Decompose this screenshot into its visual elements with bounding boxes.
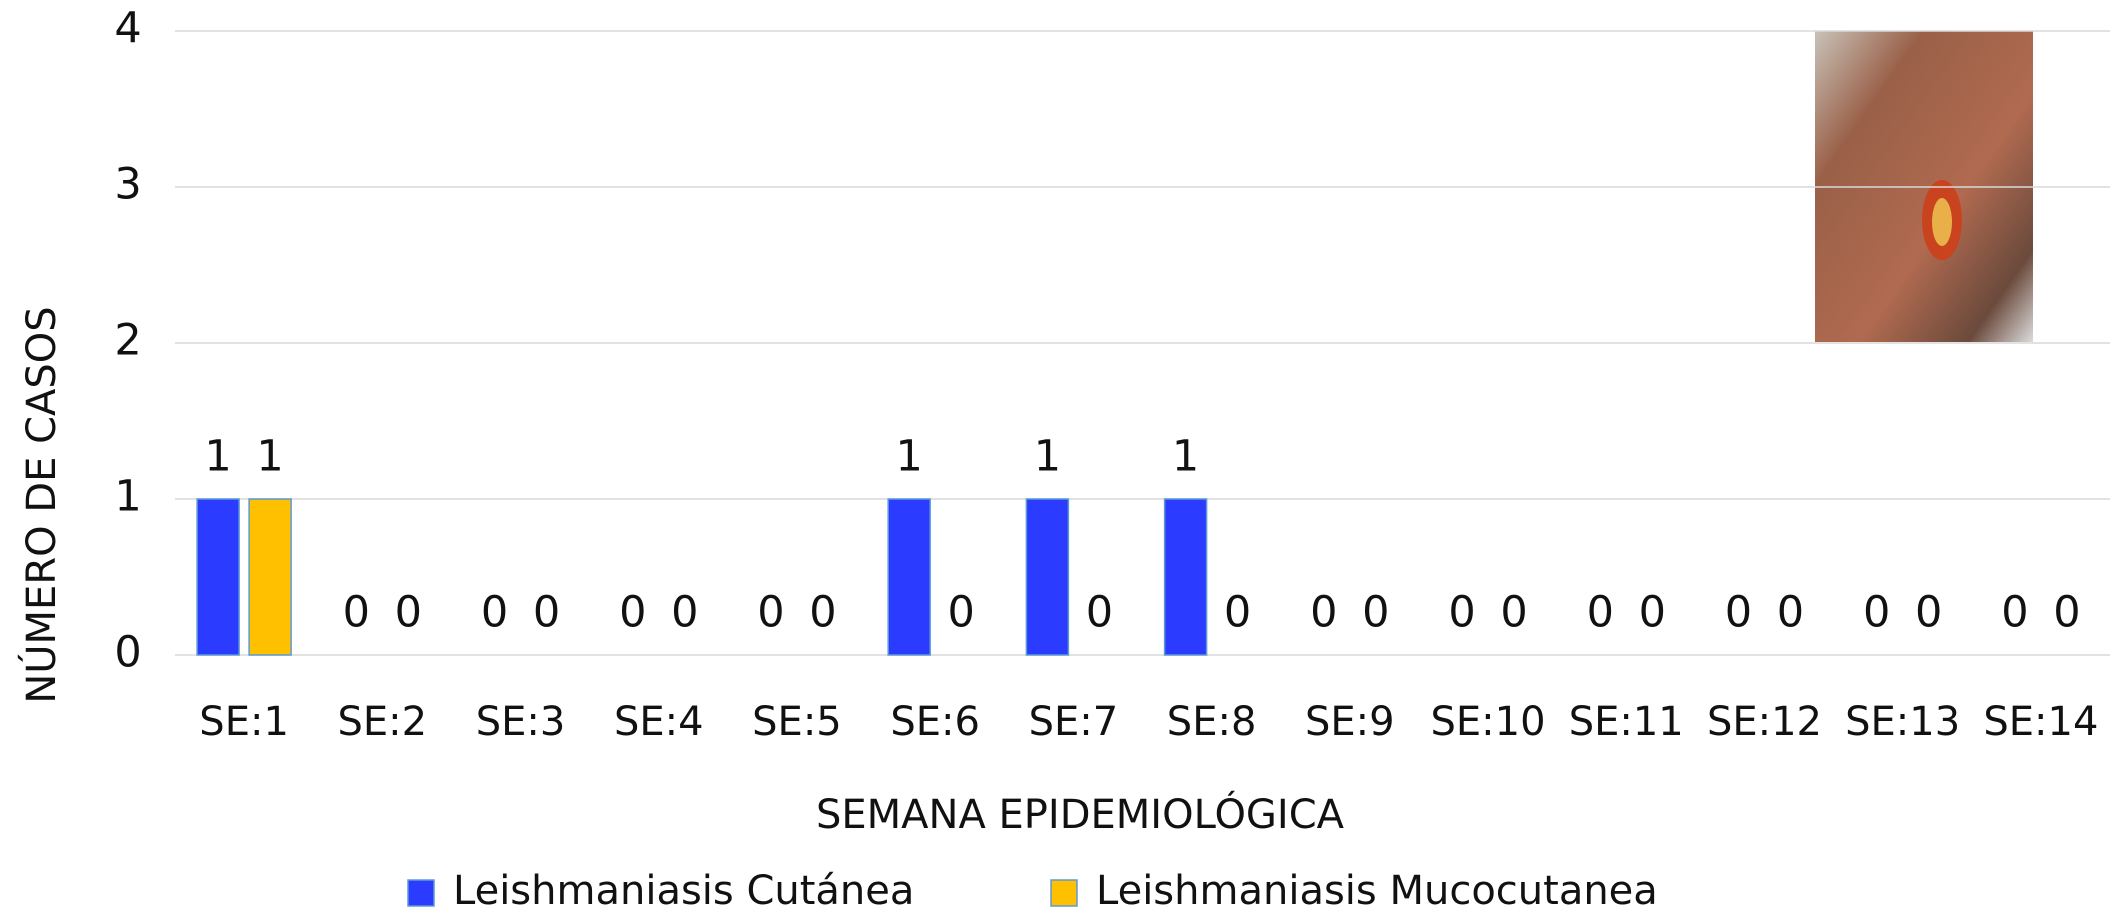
data-label: 0	[1448, 588, 1475, 638]
data-label: 0	[1587, 588, 1614, 638]
data-label: 0	[533, 588, 560, 638]
data-label: 0	[1362, 588, 1389, 638]
bar	[1163, 498, 1208, 656]
bar	[248, 498, 292, 656]
data-label: 0	[1725, 588, 1752, 638]
data-label: 0	[1915, 588, 1942, 638]
data-label: 0	[947, 588, 974, 638]
legend-swatch	[1050, 879, 1078, 907]
data-label: 0	[809, 588, 836, 638]
x-tick-label: SE:4	[614, 699, 704, 745]
x-tick-label: SE:7	[1029, 699, 1119, 745]
x-tick-label: SE:8	[1167, 699, 1257, 745]
x-tick-label: SE:10	[1431, 699, 1546, 745]
y-axis-title: NÚMERO DE CASOS	[17, 306, 65, 703]
x-tick-label: SE:2	[338, 699, 428, 745]
legend-label: Leishmaniasis Mucocutanea	[1096, 868, 1658, 914]
bar	[887, 498, 931, 656]
x-tick-label: SE:11	[1569, 699, 1684, 745]
x-tick-label: SE:1	[199, 699, 289, 745]
legend-label: Leishmaniasis Cutánea	[453, 868, 914, 914]
data-label: 0	[2053, 588, 2080, 638]
y-tick-label: 0	[114, 628, 141, 678]
legend-swatch	[407, 879, 435, 907]
y-tick-label: 3	[114, 160, 141, 210]
data-label: 0	[1863, 588, 1890, 638]
data-label: 0	[1500, 588, 1527, 638]
y-tick-label: 1	[114, 472, 141, 522]
bar	[1025, 498, 1070, 656]
data-label: 0	[481, 588, 508, 638]
data-label: 0	[1086, 588, 1113, 638]
x-tick-label: SE:12	[1707, 699, 1822, 745]
data-label: 0	[343, 588, 370, 638]
x-tick-label: SE:9	[1305, 699, 1395, 745]
data-label: 1	[204, 432, 231, 482]
y-tick-label: 2	[114, 316, 141, 366]
x-tick-label: SE:14	[1983, 699, 2098, 745]
data-label: 0	[1310, 588, 1337, 638]
data-label: 1	[1172, 432, 1199, 482]
data-label: 0	[2001, 588, 2028, 638]
data-label: 1	[1034, 432, 1061, 482]
data-label: 0	[395, 588, 422, 638]
data-label: 0	[1777, 588, 1804, 638]
data-label: 1	[895, 432, 922, 482]
x-tick-label: SE:3	[476, 699, 566, 745]
data-label: 0	[757, 588, 784, 638]
x-tick-label: SE:13	[1845, 699, 1960, 745]
data-label: 0	[1224, 588, 1251, 638]
x-tick-label: SE:6	[890, 699, 980, 745]
data-label: 1	[256, 432, 283, 482]
data-label: 0	[1639, 588, 1666, 638]
x-tick-label: SE:5	[752, 699, 842, 745]
data-label: 0	[671, 588, 698, 638]
data-label: 0	[619, 588, 646, 638]
bar	[196, 498, 240, 656]
x-axis-title: SEMANA EPIDEMIOLÓGICA	[816, 790, 1345, 838]
y-tick-label: 4	[114, 4, 141, 54]
